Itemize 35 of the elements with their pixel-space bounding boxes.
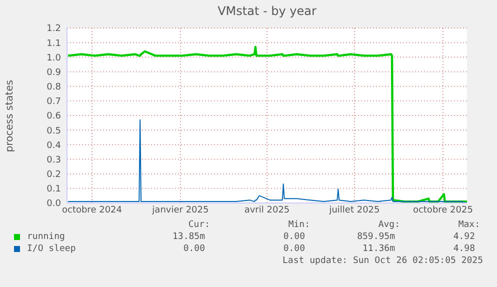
y-tick-label: 0.0	[46, 199, 62, 210]
text: Last update: Sun Oct 26 02:05:05 2025	[282, 256, 483, 266]
text: 4.92	[452, 232, 475, 242]
legend-label: I/O sleep	[27, 244, 76, 254]
text: 13.85m	[171, 232, 205, 242]
y-tick-label: 0.9	[46, 68, 62, 78]
x-tick-label: avril 2025	[244, 205, 290, 216]
text: Min:	[287, 220, 310, 230]
y-tick-label: 0.3	[46, 155, 61, 166]
y-tick-label: 0.6	[46, 112, 62, 122]
x-tick-label: janvier 2025	[151, 205, 209, 216]
text: Max:	[457, 220, 480, 230]
y-tick-label: 1.0	[46, 53, 62, 64]
legend-label: running	[27, 232, 65, 242]
y-tick-label: 1.2	[46, 24, 61, 34]
y-tick-label: 0.4	[46, 140, 62, 151]
y-tick-label: 0.7	[46, 97, 61, 108]
y-tick-label: 1.1	[46, 38, 61, 49]
text: 859.95m	[356, 232, 395, 242]
text: 11.36m	[361, 244, 395, 254]
text: Avg:	[377, 220, 400, 230]
y-tick-label: 0.1	[46, 184, 61, 195]
x-tick-label: octobre 2025	[412, 205, 473, 216]
chart-title: VMstat - by year	[216, 4, 318, 18]
x-tick-label: octobre 2024	[62, 205, 122, 216]
text: 4.98	[452, 244, 475, 254]
text: 0.00	[282, 232, 305, 242]
y-tick-label: 0.8	[46, 82, 62, 93]
text: Cur:	[187, 220, 210, 230]
y-tick-label: 0.5	[46, 126, 61, 136]
text: 0.00	[282, 244, 305, 254]
y-axis-title: process states	[4, 80, 16, 152]
text: 0.00	[182, 244, 205, 254]
x-tick-label: juillet 2025	[328, 205, 380, 216]
y-tick-label: 0.2	[46, 170, 61, 180]
